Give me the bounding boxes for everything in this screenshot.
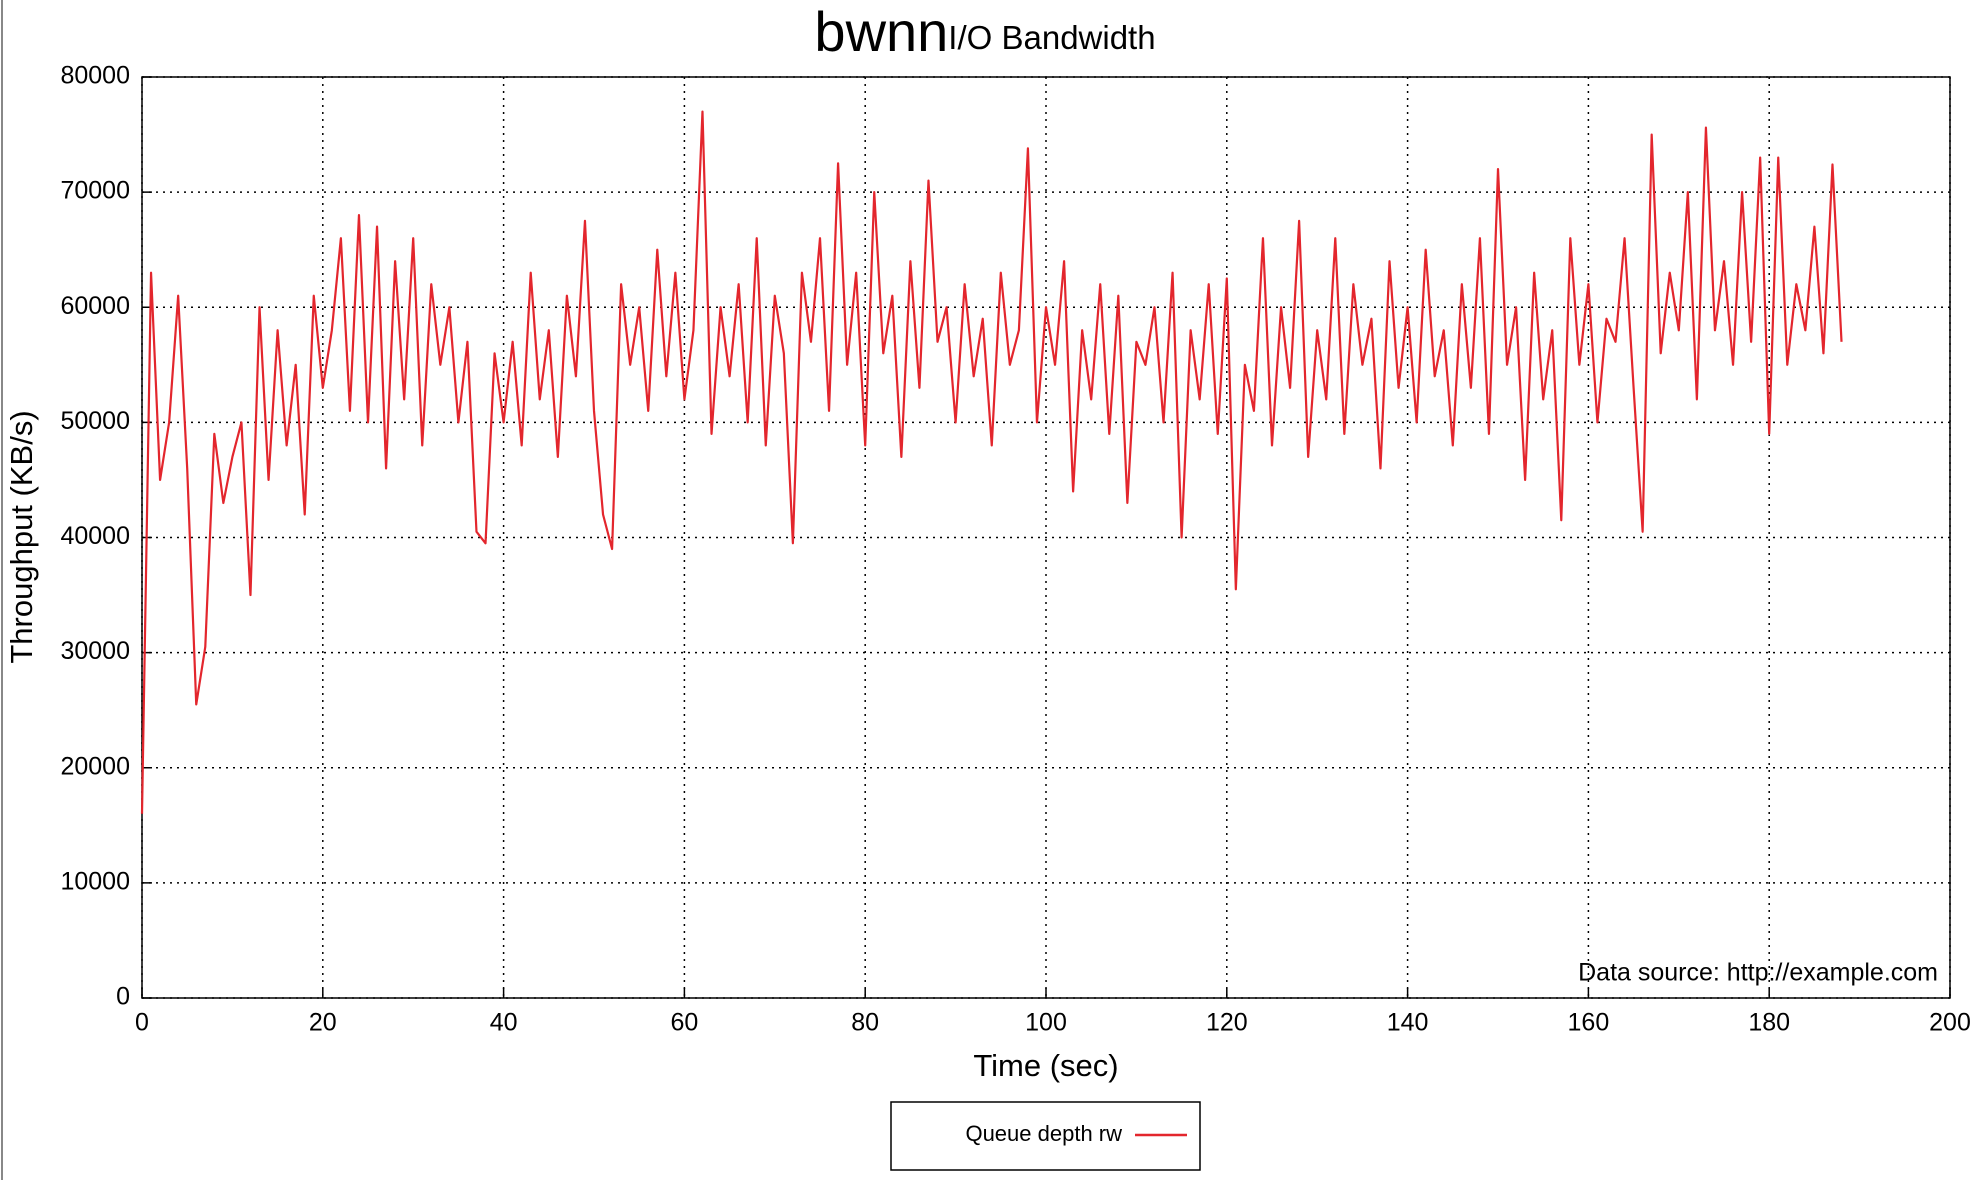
chart-title: bwnnI/O Bandwidth [814,0,1155,63]
data-line [140,110,1843,814]
legend-box [890,1101,1201,1171]
y-tick-label: 70000 [60,177,130,205]
x-tick-label: 40 [490,1009,518,1037]
y-tick-label: 30000 [60,637,130,665]
title-main: bwnn [814,0,948,63]
x-tick-label: 60 [670,1009,698,1037]
y-axis-label: Throughput (KB/s) [4,410,39,663]
x-tick-label: 200 [1929,1009,1970,1037]
y-tick-label: 0 [116,983,130,1011]
x-tick-label: 80 [851,1009,879,1037]
y-tick-label: 20000 [60,752,130,780]
legend-label: Queue depth rw [965,1121,1122,1146]
y-tick-label: 80000 [60,62,130,90]
title-sub: I/O Bandwidth [948,19,1155,56]
x-tick-label: 20 [309,1009,337,1037]
x-tick-label: 140 [1387,1009,1429,1037]
annotation: Data source: http://example.com [1578,959,1938,987]
x-tick-label: 180 [1748,1009,1790,1037]
x-tick-label: 120 [1206,1009,1248,1037]
x-tick-label: 160 [1568,1009,1610,1037]
plot-frame [141,76,1951,999]
y-tick-label: 50000 [60,407,130,435]
x-tick-label: 0 [135,1009,149,1037]
y-tick-label: 60000 [60,292,130,320]
x-axis-label: Time (sec) [973,1048,1118,1083]
x-tick-label: 100 [1025,1009,1067,1037]
y-tick-label: 40000 [60,522,130,550]
y-tick-label: 10000 [60,867,130,895]
